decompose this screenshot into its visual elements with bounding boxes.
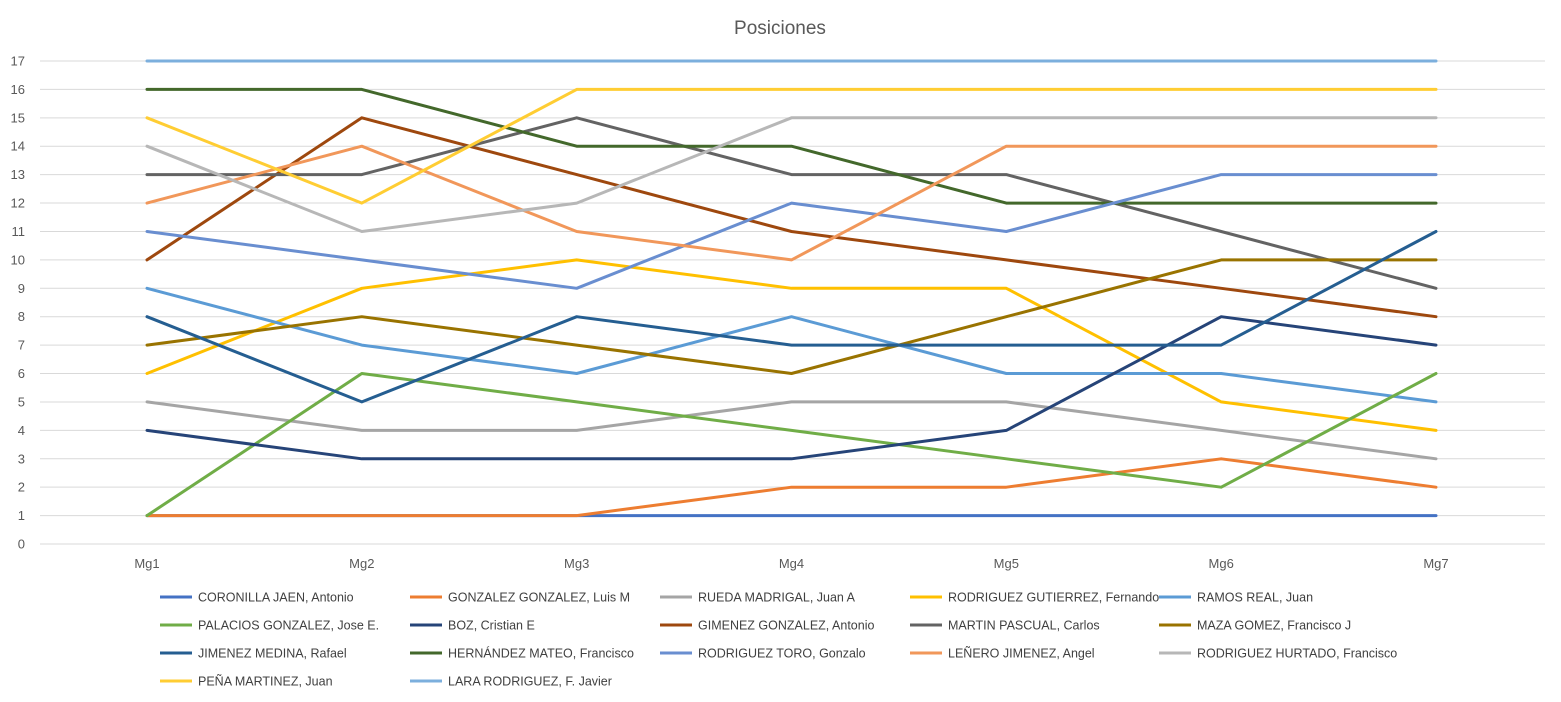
legend-item: GONZALEZ GONZALEZ, Luis M (410, 591, 630, 605)
y-tick-label: 15 (11, 110, 25, 125)
legend-label: RAMOS REAL, Juan (1197, 591, 1313, 605)
legend-label: CORONILLA JAEN, Antonio (198, 591, 354, 605)
x-tick-label: Mg2 (349, 556, 374, 571)
legend-label: PALACIOS GONZALEZ, Jose E. (198, 619, 379, 633)
series-line-7 (145, 315, 1438, 461)
series-line-13 (145, 173, 1438, 290)
y-tick-label: 8 (18, 309, 25, 324)
series-line-10 (145, 258, 1438, 375)
legend-label: HERNÁNDEZ MATEO, Francisco (448, 646, 634, 661)
y-tick-label: 14 (11, 139, 25, 154)
legend-item: GIMENEZ GONZALEZ, Antonio (660, 619, 874, 633)
y-tick-label: 7 (18, 338, 25, 353)
legend-label: JIMENEZ MEDINA, Rafael (198, 647, 347, 661)
y-tick-label: 17 (11, 54, 25, 69)
y-tick-label: 11 (12, 224, 26, 239)
series-line-3 (145, 400, 1438, 461)
series-line-15 (145, 116, 1438, 233)
legend-item: RODRIGUEZ TORO, Gonzalo (660, 647, 866, 661)
legend-label: GIMENEZ GONZALEZ, Antonio (698, 619, 874, 633)
series-line-2 (145, 457, 1438, 518)
legend-item: LEÑERO JIMENEZ, Angel (910, 647, 1095, 661)
y-tick-label: 10 (11, 252, 25, 267)
y-tick-label: 2 (18, 480, 25, 495)
x-tick-label: Mg5 (994, 556, 1019, 571)
legend: CORONILLA JAEN, Antonio GONZALEZ GONZALEZ… (160, 591, 1397, 689)
legend-item: LARA RODRIGUEZ, F. Javier (410, 675, 612, 689)
y-tick-label: 1 (18, 508, 25, 523)
legend-item: RODRIGUEZ GUTIERREZ, Fernando (910, 591, 1159, 605)
y-tick-label: 16 (11, 82, 25, 97)
x-axis-ticks: Mg1 Mg2 Mg3 Mg4 Mg5 Mg6 Mg7 (134, 556, 1448, 571)
legend-label: BOZ, Cristian E (448, 619, 535, 633)
y-tick-label: 0 (18, 537, 25, 552)
legend-label: MARTIN PASCUAL, Carlos (948, 619, 1100, 633)
series-lines (145, 59, 1438, 518)
series-line-14 (145, 144, 1438, 262)
y-tick-label: 4 (18, 423, 25, 438)
y-tick-label: 13 (11, 167, 25, 182)
legend-item: RUEDA MADRIGAL, Juan A (660, 591, 856, 605)
legend-label: LARA RODRIGUEZ, F. Javier (448, 675, 612, 689)
legend-label: LEÑERO JIMENEZ, Angel (948, 647, 1095, 661)
legend-item: MARTIN PASCUAL, Carlos (910, 619, 1100, 633)
legend-item: PALACIOS GONZALEZ, Jose E. (160, 619, 379, 633)
x-tick-label: Mg7 (1423, 556, 1448, 571)
y-tick-label: 3 (18, 451, 25, 466)
series-line-12 (145, 87, 1438, 205)
series-line-4 (145, 258, 1438, 432)
legend-item: BOZ, Cristian E (410, 619, 535, 633)
x-tick-label: Mg3 (564, 556, 589, 571)
legend-item: RAMOS REAL, Juan (1159, 591, 1313, 605)
y-tick-label: 12 (11, 196, 25, 211)
legend-item: PEÑA MARTINEZ, Juan (160, 675, 333, 689)
series-line-9 (145, 116, 1438, 290)
y-tick-label: 5 (18, 394, 25, 409)
legend-label: RUEDA MADRIGAL, Juan A (698, 591, 856, 605)
series-line-6 (145, 372, 1438, 518)
legend-item: CORONILLA JAEN, Antonio (160, 591, 354, 605)
chart-title: Posiciones (734, 18, 826, 39)
legend-label: RODRIGUEZ GUTIERREZ, Fernando (948, 591, 1159, 605)
x-tick-label: Mg4 (779, 556, 804, 571)
series-line-16 (145, 87, 1438, 205)
y-tick-label: 6 (18, 366, 25, 381)
series-line-8 (145, 116, 1438, 319)
legend-item: HERNÁNDEZ MATEO, Francisco (410, 646, 634, 661)
legend-item: MAZA GOMEZ, Francisco J (1159, 619, 1351, 633)
x-tick-label: Mg1 (134, 556, 159, 571)
legend-label: MAZA GOMEZ, Francisco J (1197, 619, 1351, 633)
series-line-11 (145, 230, 1438, 404)
legend-item: JIMENEZ MEDINA, Rafael (160, 647, 347, 661)
legend-label: GONZALEZ GONZALEZ, Luis M (448, 591, 630, 605)
series-line-5 (145, 286, 1438, 404)
legend-label: PEÑA MARTINEZ, Juan (198, 675, 333, 689)
x-tick-label: Mg6 (1209, 556, 1234, 571)
y-tick-label: 9 (18, 281, 25, 296)
legend-label: RODRIGUEZ HURTADO, Francisco (1197, 647, 1397, 661)
legend-label: RODRIGUEZ TORO, Gonzalo (698, 647, 866, 661)
legend-item: RODRIGUEZ HURTADO, Francisco (1159, 647, 1397, 661)
